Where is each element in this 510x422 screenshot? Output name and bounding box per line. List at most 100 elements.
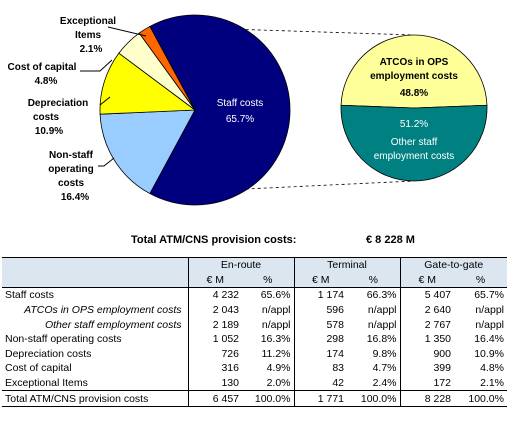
cell-value: 8 228 <box>399 390 454 407</box>
unit-header: % <box>242 272 294 289</box>
cell-value: 1 771 <box>293 390 347 407</box>
label-atco-2: employment costs <box>370 71 458 82</box>
label-staff-pct: 65.7% <box>226 114 254 125</box>
cell-percent: n/appl <box>475 318 504 331</box>
label-atco-pct: 48.8% <box>400 88 428 99</box>
cell-value: 130 <box>187 375 242 391</box>
cell-percent: n/appl <box>475 304 504 317</box>
label-exceptional-2: Items <box>75 30 102 41</box>
header-gate-to-gate: Gate-to-gate <box>399 256 507 273</box>
table-row: Other staff employment costs 2 189 n/appl 5… <box>2 317 507 332</box>
label-other-1: Other staff <box>391 137 438 148</box>
label-exceptional-pct: 2.1% <box>80 44 103 55</box>
pie-charts: Exceptional Items 2.1% Cost of capital 4… <box>8 14 488 206</box>
cell-percent: 11.2% <box>261 347 291 360</box>
cell-value: 42 <box>293 375 347 391</box>
label-capital-1: Cost of capital <box>8 62 77 73</box>
label-staff-name: Staff costs <box>217 98 264 109</box>
unit-header: € M <box>293 272 347 289</box>
label-exceptional-1: Exceptional <box>60 16 116 27</box>
cell-percent: 4.7% <box>372 362 397 375</box>
cell-percent: 16.3% <box>260 333 291 346</box>
cell-value: 5 407 <box>399 287 454 303</box>
table-row: Depreciation costs 726 11.2% 174 9.8% 900 10.9… <box>2 346 507 362</box>
row-label: ATCOs in OPS employment costs <box>24 304 182 317</box>
table-row: Cost of capital 316 4.9% 83 4.7% 399 4.8% <box>2 361 507 376</box>
cell-value: 2 767 <box>399 317 454 332</box>
label-depreciation-1: Depreciation <box>28 98 89 109</box>
main-pie-slice-4 <box>138 25 196 111</box>
cell-percent: 2.1% <box>480 377 504 390</box>
total-costs-label: Total ATM/CNS provision costs: <box>131 234 297 246</box>
cell-percent: 2.4% <box>372 377 397 390</box>
cell-value: 1 052 <box>187 331 242 347</box>
cell-value: 726 <box>187 346 242 362</box>
table-row: ATCOs in OPS employment costs 2 043 n/appl… <box>2 302 507 318</box>
cell-value: 1 350 <box>399 331 454 347</box>
table-row: Exceptional Items 130 2.0% 42 2.4% 172 2.1% <box>2 375 507 391</box>
row-label: Total ATM/CNS provision costs <box>2 390 188 407</box>
cell-percent: 65.6% <box>260 289 291 302</box>
label-depreciation-pct: 10.9% <box>35 126 63 137</box>
label-nonstaff-1: Non-staff <box>49 150 94 161</box>
cell-percent: n/appl <box>261 318 291 331</box>
table-row: Total ATM/CNS provision costs 6 457 100.0%… <box>2 390 507 407</box>
row-label: Non-staff operating costs <box>5 333 122 346</box>
cost-breakdown-table: En-route Terminal Gate-to-gate € M % € M… <box>2 256 507 407</box>
cell-percent: n/appl <box>367 318 397 331</box>
label-atco-1: ATCOs in OPS <box>380 57 449 68</box>
header-empty <box>2 256 188 273</box>
main-pie <box>99 14 291 206</box>
header-empty-2 <box>2 272 188 289</box>
cell-value: 4 232 <box>187 287 242 303</box>
table-row: Staff costs 4 232 65.6% 1 174 66.3% 5 407 65.7… <box>2 287 507 303</box>
cell-value: 83 <box>293 361 347 376</box>
cell-percent: 16.4% <box>474 333 504 346</box>
cell-percent: 4.9% <box>266 362 291 375</box>
row-label: Staff costs <box>5 289 54 302</box>
cell-percent: 10.9% <box>474 347 504 360</box>
row-label: Cost of capital <box>5 362 72 375</box>
cell-value: 596 <box>293 302 347 318</box>
staff-breakdown-pie <box>340 34 488 182</box>
cell-value: 6 457 <box>187 390 242 407</box>
cell-percent: 2.0% <box>266 377 291 390</box>
label-nonstaff-2: operating <box>48 164 94 175</box>
label-depreciation-2: costs <box>33 112 60 123</box>
cell-percent: 100.0% <box>454 390 507 407</box>
cell-percent: n/appl <box>261 304 291 317</box>
cell-value: 2 189 <box>187 317 242 332</box>
cell-value: 578 <box>293 317 347 332</box>
cell-percent: 100.0% <box>347 390 400 407</box>
label-nonstaff-pct: 16.4% <box>61 192 89 203</box>
cell-value: 172 <box>399 375 454 391</box>
cell-percent: 16.8% <box>366 333 397 346</box>
total-costs-value: € 8 228 M <box>366 234 415 246</box>
cell-value: 900 <box>399 346 454 362</box>
unit-header: % <box>347 272 400 289</box>
table-unit-header: € M % € M % € M % <box>2 272 507 289</box>
cell-percent: 4.8% <box>480 362 504 375</box>
table-group-header: En-route Terminal Gate-to-gate <box>2 256 507 273</box>
row-label: Exceptional Items <box>5 377 88 390</box>
label-other-pct: 51.2% <box>400 119 428 130</box>
cell-value: 399 <box>399 361 454 376</box>
table-row: Non-staff operating costs 1 052 16.3% 298 16… <box>2 331 507 347</box>
unit-header: € M <box>399 272 454 289</box>
row-label: Other staff employment costs <box>44 318 182 331</box>
main-pie-slice-2 <box>99 52 197 115</box>
row-label: Depreciation costs <box>5 347 92 360</box>
cell-percent: 65.7% <box>474 289 504 302</box>
cell-value: 316 <box>187 361 242 376</box>
main-pie-slice-0 <box>149 14 291 206</box>
cell-percent: 66.3% <box>366 289 397 302</box>
cell-value: 1 174 <box>293 287 347 303</box>
cell-percent: 9.8% <box>372 347 397 360</box>
label-other-2: employment costs <box>374 151 455 162</box>
label-nonstaff-3: costs <box>58 178 85 189</box>
cell-percent: 100.0% <box>242 390 294 407</box>
cell-value: 2 043 <box>187 302 242 318</box>
staff-pie-slice-0 <box>340 34 488 109</box>
leader-lines <box>80 26 147 167</box>
unit-header: % <box>454 272 507 289</box>
